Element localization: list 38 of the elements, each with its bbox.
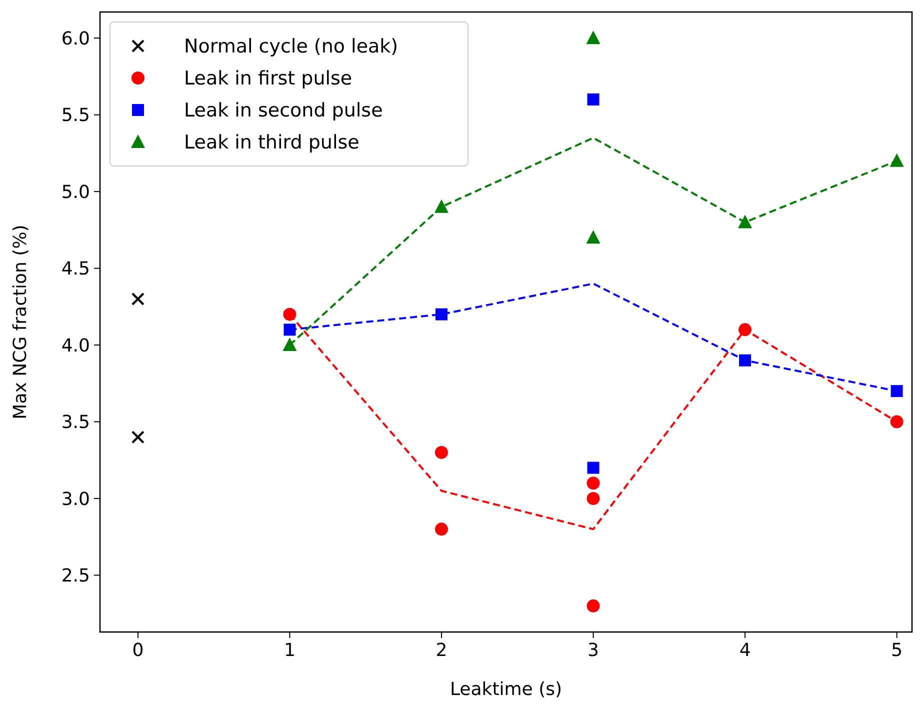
point	[282, 338, 297, 352]
legend-label: Leak in second pulse	[184, 100, 383, 122]
point	[434, 446, 448, 459]
x-tick-label: 3	[588, 640, 599, 661]
point	[890, 385, 903, 398]
point	[890, 415, 904, 428]
point	[434, 522, 448, 536]
point	[586, 599, 600, 612]
y-tick-label: 5.0	[61, 182, 90, 203]
point	[739, 354, 752, 366]
x-tick-label: 5	[891, 640, 903, 661]
y-tick-label: 6.0	[61, 28, 90, 50]
x-axis-title: Leaktime (s)	[450, 679, 562, 700]
y-tick-label: 3.0	[61, 488, 90, 510]
point	[586, 30, 600, 44]
point	[890, 153, 904, 167]
y-tick-label: 4.0	[61, 335, 90, 356]
x-tick-label: 2	[436, 640, 448, 661]
point	[284, 324, 296, 336]
y-axis-title: Max NCG fraction (%)	[10, 224, 31, 420]
y-tick-label: 2.5	[61, 566, 90, 587]
y-tick-label: 5.5	[61, 105, 90, 126]
point	[131, 430, 145, 444]
point	[283, 308, 296, 321]
point	[586, 230, 600, 244]
legend-label: Leak in first pulse	[184, 68, 352, 90]
x-tick-label: 0	[132, 640, 144, 661]
legend-label: Normal cycle (no leak)	[184, 36, 398, 58]
point	[586, 492, 600, 505]
point	[131, 292, 145, 306]
point	[586, 476, 600, 490]
x-tick-label: 1	[284, 640, 296, 661]
point	[587, 93, 600, 106]
legend-label: Leak in third pulse	[184, 132, 360, 154]
point	[587, 462, 600, 474]
y-tick-label: 3.5	[61, 412, 90, 434]
x-tick-label: 4	[739, 640, 751, 661]
y-tick-label: 4.5	[61, 258, 90, 280]
